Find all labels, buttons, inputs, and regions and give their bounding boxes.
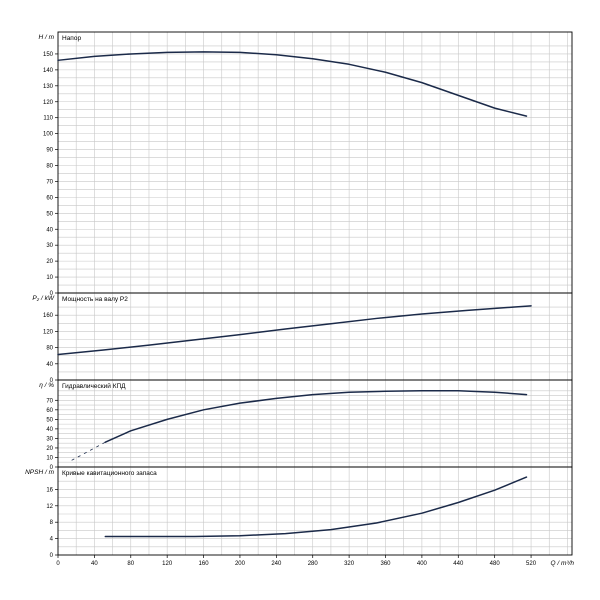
x-tick-label: 280 xyxy=(308,561,319,567)
head-ytick-label: 150 xyxy=(43,52,54,58)
x-tick-label: 400 xyxy=(417,561,428,567)
head-ytick-label: 120 xyxy=(43,100,54,106)
head-title: Напор xyxy=(62,35,81,42)
efficiency-ytick-label: 60 xyxy=(46,408,53,414)
x-axis-label: Q / m³/h xyxy=(551,560,575,567)
x-tick-label: 520 xyxy=(526,561,537,567)
head-ytick-label: 90 xyxy=(46,148,53,154)
x-tick-label: 240 xyxy=(271,561,282,567)
npsh-curve xyxy=(104,476,528,538)
x-tick-label: 360 xyxy=(380,561,391,567)
efficiency-ytick-label: 40 xyxy=(46,427,53,433)
head-ytick-label: 80 xyxy=(46,164,53,170)
efficiency-title: Гидравлический КПД xyxy=(62,382,126,390)
efficiency-ytick-label: 30 xyxy=(46,436,53,442)
npsh-ylabel: NPSH / m xyxy=(25,469,54,476)
npsh-ytick-label: 0 xyxy=(50,553,54,559)
power-ytick-label: 80 xyxy=(46,346,53,352)
power-title: Мощность на валу P2 xyxy=(62,296,128,303)
x-tick-label: 40 xyxy=(91,561,98,567)
head-ytick-label: 30 xyxy=(46,243,53,249)
efficiency-ytick-label: 70 xyxy=(46,398,53,404)
x-tick-label: 0 xyxy=(56,561,60,567)
head-ytick-label: 130 xyxy=(43,84,54,90)
head-ytick-label: 10 xyxy=(46,275,53,281)
x-tick-label: 320 xyxy=(344,561,355,567)
head-ytick-label: 0 xyxy=(50,291,54,297)
power-curve xyxy=(57,305,532,356)
efficiency-ytick-label: 0 xyxy=(50,465,54,471)
efficiency-ytick-label: 10 xyxy=(46,455,53,461)
head-curve xyxy=(57,51,528,117)
head-ylabel: H / m xyxy=(38,34,54,41)
npsh-ytick-label: 16 xyxy=(46,487,53,493)
head-ytick-label: 20 xyxy=(46,259,53,265)
npsh-ytick-label: 8 xyxy=(50,520,54,526)
efficiency-curve xyxy=(104,390,528,443)
head-ytick-label: 60 xyxy=(46,195,53,201)
head-ytick-label: 110 xyxy=(43,116,53,122)
npsh-panel-frame xyxy=(57,466,573,556)
head-ytick-label: 70 xyxy=(46,179,53,185)
x-tick-label: 80 xyxy=(127,561,134,567)
x-tick-label: 480 xyxy=(490,561,501,567)
npsh-ytick-label: 12 xyxy=(46,504,53,510)
efficiency-ytick-label: 50 xyxy=(46,417,53,423)
efficiency-ytick-label: 20 xyxy=(46,446,53,452)
head-ytick-label: 100 xyxy=(43,132,54,138)
power-ylabel: P₂ / kW xyxy=(32,295,54,302)
power-ytick-label: 0 xyxy=(50,378,54,384)
npsh-title: Кривые кавитационного запаса xyxy=(62,470,157,477)
x-tick-label: 440 xyxy=(453,561,464,567)
power-ytick-label: 40 xyxy=(46,362,53,368)
power-ytick-label: 160 xyxy=(43,313,54,319)
head-ytick-label: 50 xyxy=(46,211,53,217)
x-tick-label: 120 xyxy=(162,561,173,567)
efficiency-ylabel: η / % xyxy=(39,382,54,389)
x-tick-label: 160 xyxy=(199,561,210,567)
head-ytick-label: 40 xyxy=(46,227,53,233)
head-ytick-label: 140 xyxy=(43,68,54,74)
npsh-ytick-label: 4 xyxy=(50,537,54,543)
x-tick-label: 200 xyxy=(235,561,246,567)
power-ytick-label: 120 xyxy=(43,329,54,335)
